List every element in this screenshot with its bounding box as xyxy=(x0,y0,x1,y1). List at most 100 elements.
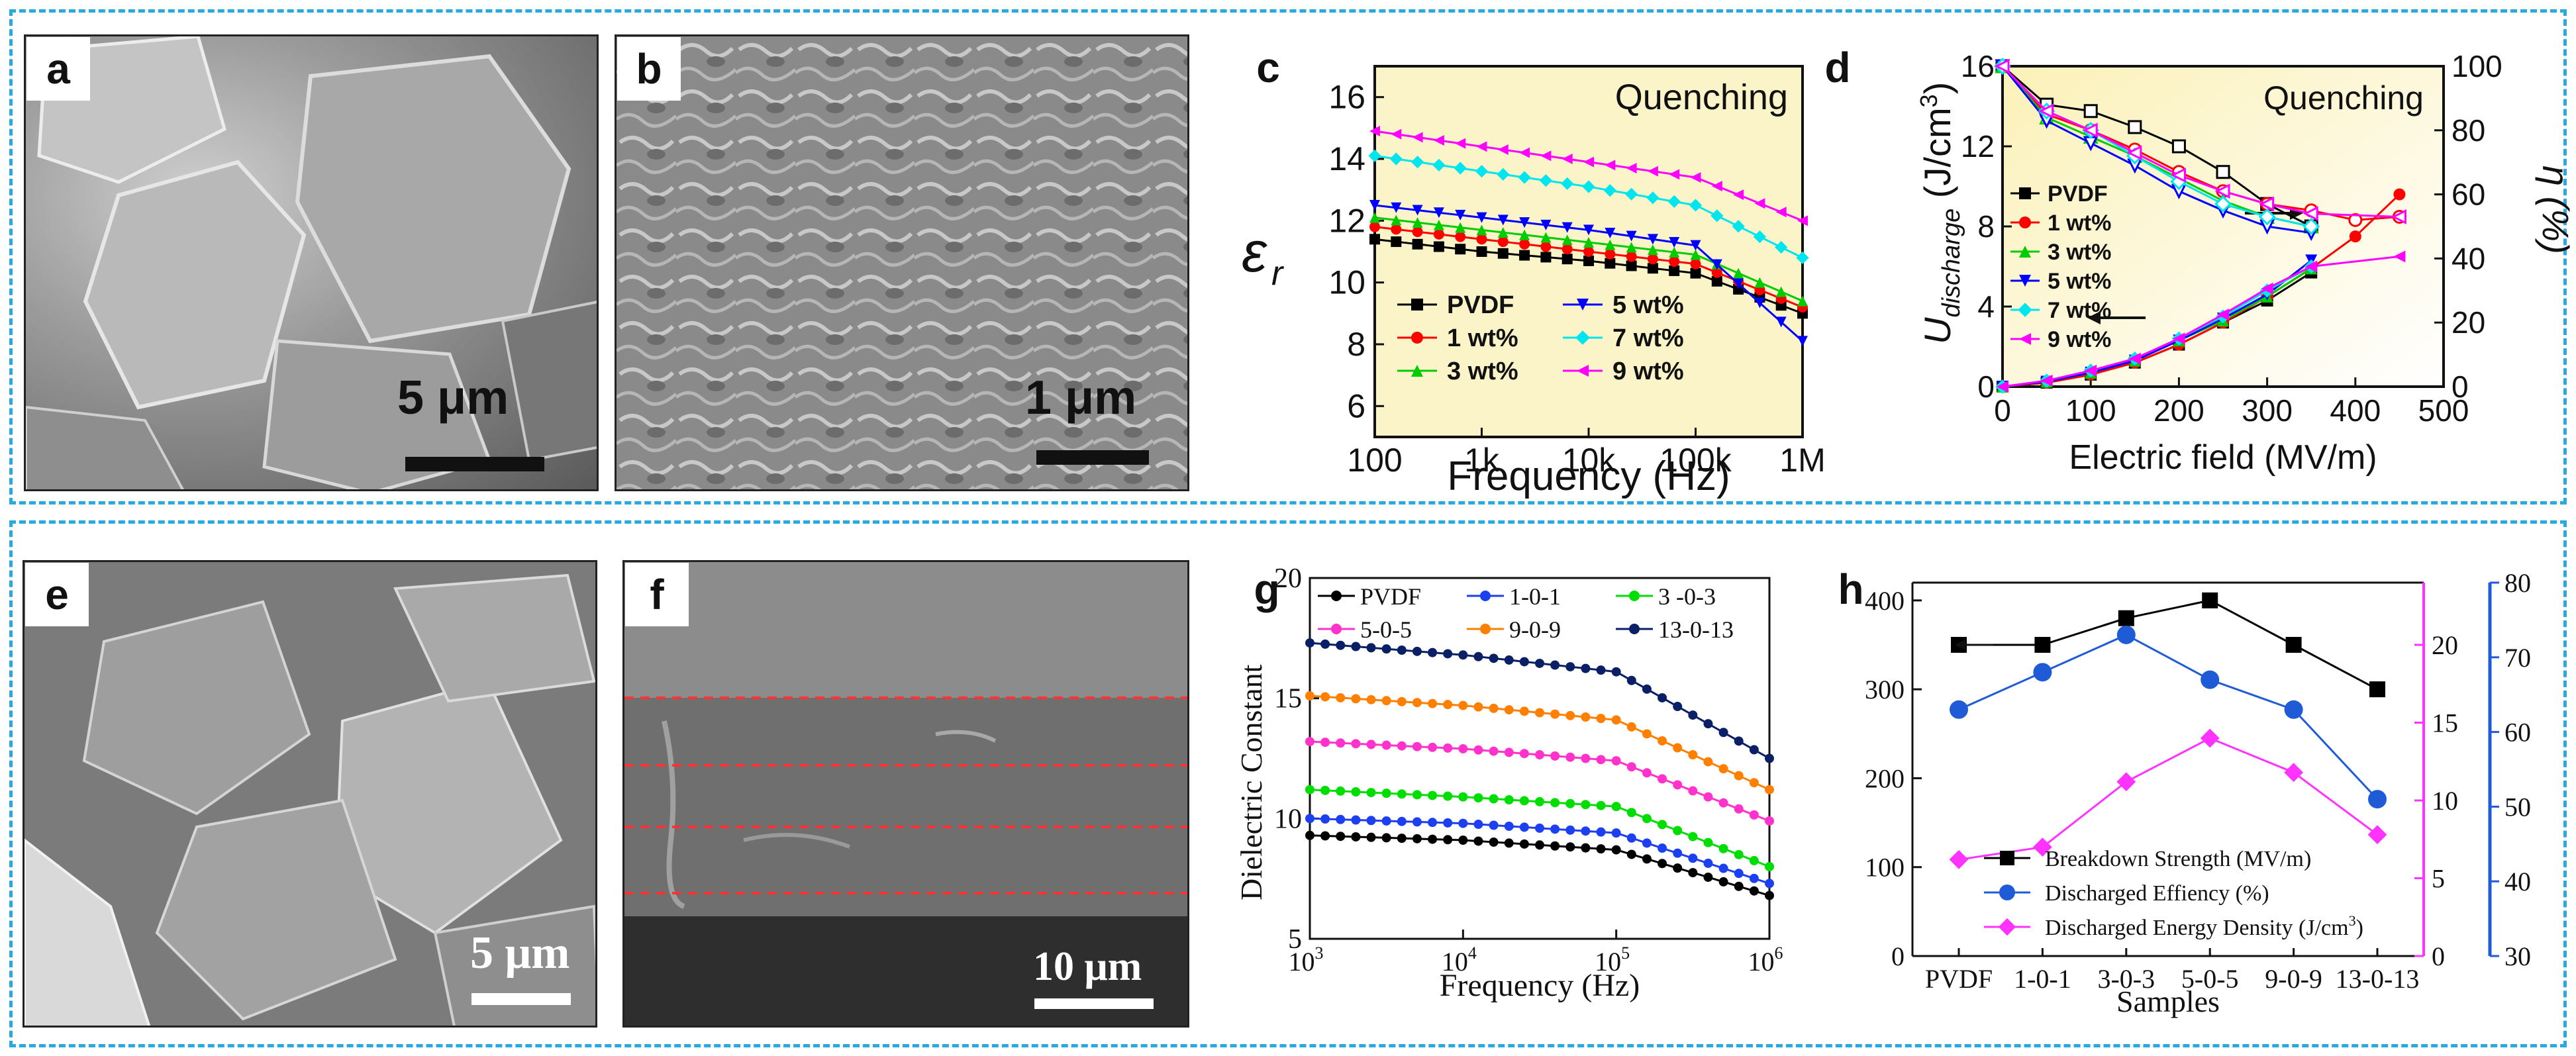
legend-label-sup: 3 xyxy=(2349,912,2356,929)
x-tick-label: 1-0-1 xyxy=(2014,964,2071,994)
data-point xyxy=(1535,823,1544,833)
data-point xyxy=(1535,658,1544,668)
data-point xyxy=(1540,232,1552,243)
data-point xyxy=(2368,790,2387,809)
data-point xyxy=(1749,745,1759,755)
data-point xyxy=(1336,640,1346,650)
data-point xyxy=(1489,794,1499,804)
data-point xyxy=(1428,742,1438,752)
data-point xyxy=(1412,817,1422,827)
data-point xyxy=(1411,156,1424,169)
data-point xyxy=(1734,881,1744,891)
efficiency-point xyxy=(2171,168,2186,183)
legend-marker xyxy=(1411,299,1423,311)
x-tick-label: 200 xyxy=(2154,393,2204,428)
data-point xyxy=(1397,816,1407,826)
data-point xyxy=(1561,177,1574,190)
data-point xyxy=(2118,610,2134,626)
series-5wt xyxy=(1369,200,1808,347)
y-tick-label: 4 xyxy=(1977,289,1995,324)
data-point xyxy=(1796,251,1809,264)
data-point xyxy=(1642,814,1652,824)
legend-label: 9-0-9 xyxy=(1509,616,1561,643)
data-point xyxy=(1550,798,1560,808)
data-point xyxy=(1389,152,1403,166)
efficiency-point xyxy=(2038,103,2054,119)
data-point xyxy=(1351,642,1361,651)
legend-marker xyxy=(1411,332,1423,344)
data-point xyxy=(1626,849,1636,859)
data-point xyxy=(1583,246,1594,257)
data-point xyxy=(1703,757,1713,767)
data-point xyxy=(1561,254,1573,265)
panel-b-scale-bar xyxy=(1036,450,1149,465)
data-point xyxy=(1626,722,1636,732)
panel-f-scale-bar-label: 10 μm xyxy=(1033,944,1142,989)
data-point xyxy=(1581,843,1591,853)
data-point xyxy=(1688,786,1698,796)
data-point xyxy=(1669,256,1680,267)
data-point xyxy=(1489,703,1499,713)
x-axis-label: Electric field (MV/m) xyxy=(2069,438,2377,477)
y-tick-label-energy: 10 xyxy=(2432,786,2458,816)
series-line xyxy=(1958,737,2378,861)
data-point xyxy=(1583,237,1594,248)
data-point xyxy=(1950,700,1968,719)
data-point xyxy=(1476,246,1487,257)
bottom-row-frame xyxy=(9,520,2567,1047)
series-9-0-9 xyxy=(1305,691,1774,794)
data-point xyxy=(1489,746,1499,756)
legend-label: 3 wt% xyxy=(1447,358,1518,385)
data-point xyxy=(1765,879,1774,888)
data-point xyxy=(1320,639,1330,649)
x-tick-label: 3-0-3 xyxy=(2097,964,2155,994)
data-point xyxy=(1455,244,1466,255)
data-point xyxy=(1369,234,1380,245)
y-tick-label: 6 xyxy=(1347,387,1365,424)
legend: Breakdown Strength (MV/m) Discharged Effi… xyxy=(1984,847,2363,940)
energy-point xyxy=(2173,332,2185,345)
data-point xyxy=(1583,156,1594,168)
data-point xyxy=(1497,227,1509,238)
data-point xyxy=(1433,241,1444,252)
data-point xyxy=(1497,215,1509,226)
data-point xyxy=(1381,696,1391,706)
data-point xyxy=(1320,738,1330,747)
data-point xyxy=(1611,756,1621,766)
data-point xyxy=(1647,234,1658,245)
axis-arrowhead xyxy=(1955,640,1965,650)
data-point xyxy=(1775,316,1787,328)
x-tick-label: 1k xyxy=(1464,442,1500,479)
efficiency-point xyxy=(2348,213,2363,227)
data-point xyxy=(1718,764,1728,774)
data-point xyxy=(1412,646,1422,656)
data-point xyxy=(1949,849,1969,869)
data-point xyxy=(1605,239,1616,250)
y-tick-label-energy: 20 xyxy=(2432,630,2458,660)
data-point xyxy=(1561,244,1573,255)
efficiency-point xyxy=(2083,104,2098,119)
chart-d: 0 100 200 300 400 5000481216020406080100Elect… xyxy=(1915,49,2576,477)
y-label-main: U xyxy=(1916,317,1958,344)
data-point xyxy=(1605,228,1616,238)
data-point xyxy=(1797,215,1808,226)
data-point xyxy=(1550,709,1560,719)
data-point xyxy=(1611,828,1621,838)
data-point xyxy=(1765,862,1774,871)
data-point xyxy=(1734,771,1744,781)
data-point xyxy=(1519,217,1530,228)
legend-marker xyxy=(2018,303,2032,317)
data-point xyxy=(1391,215,1402,226)
data-point xyxy=(1703,872,1713,882)
legend-marker xyxy=(2019,333,2031,345)
data-point xyxy=(1519,657,1529,667)
efficiency-line xyxy=(2001,66,2312,234)
data-point xyxy=(1351,815,1361,825)
data-point xyxy=(1320,785,1330,795)
data-point xyxy=(1626,163,1637,173)
data-point xyxy=(1397,789,1407,799)
x-tick-exp: 5 xyxy=(1621,943,1630,963)
data-point xyxy=(1688,868,1698,878)
data-point xyxy=(1540,219,1552,230)
